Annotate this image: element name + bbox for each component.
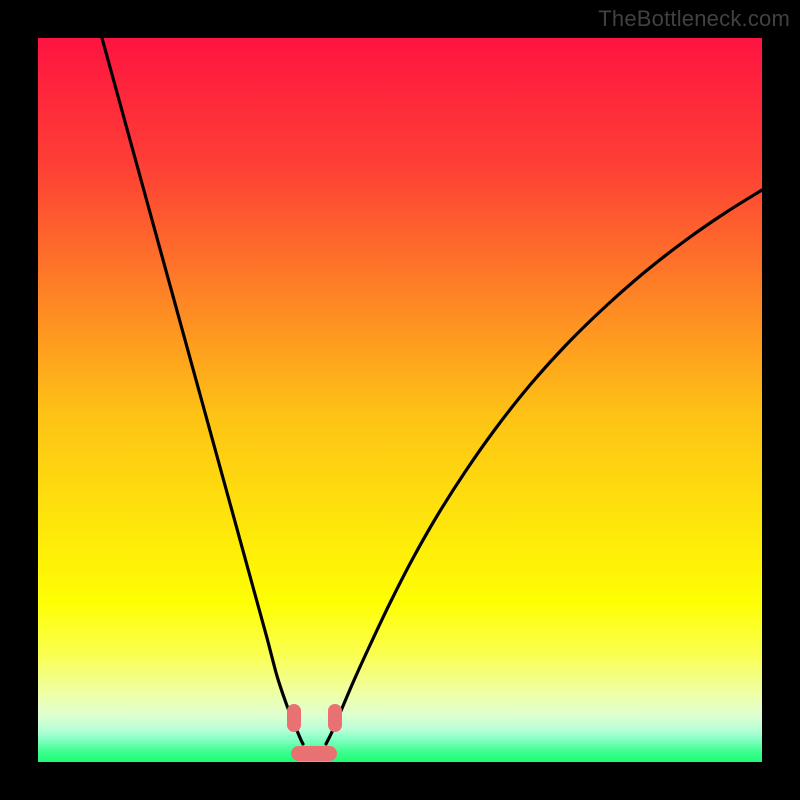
marker-right-double-dot (328, 704, 342, 732)
curve-left (102, 38, 303, 744)
curves-layer (38, 38, 762, 762)
bottleneck-plot (38, 38, 762, 762)
watermark-text: TheBottleneck.com (598, 6, 790, 32)
marker-left-double-dot (287, 704, 301, 732)
marker-bottom-pill (291, 746, 337, 761)
curve-right (326, 190, 762, 744)
